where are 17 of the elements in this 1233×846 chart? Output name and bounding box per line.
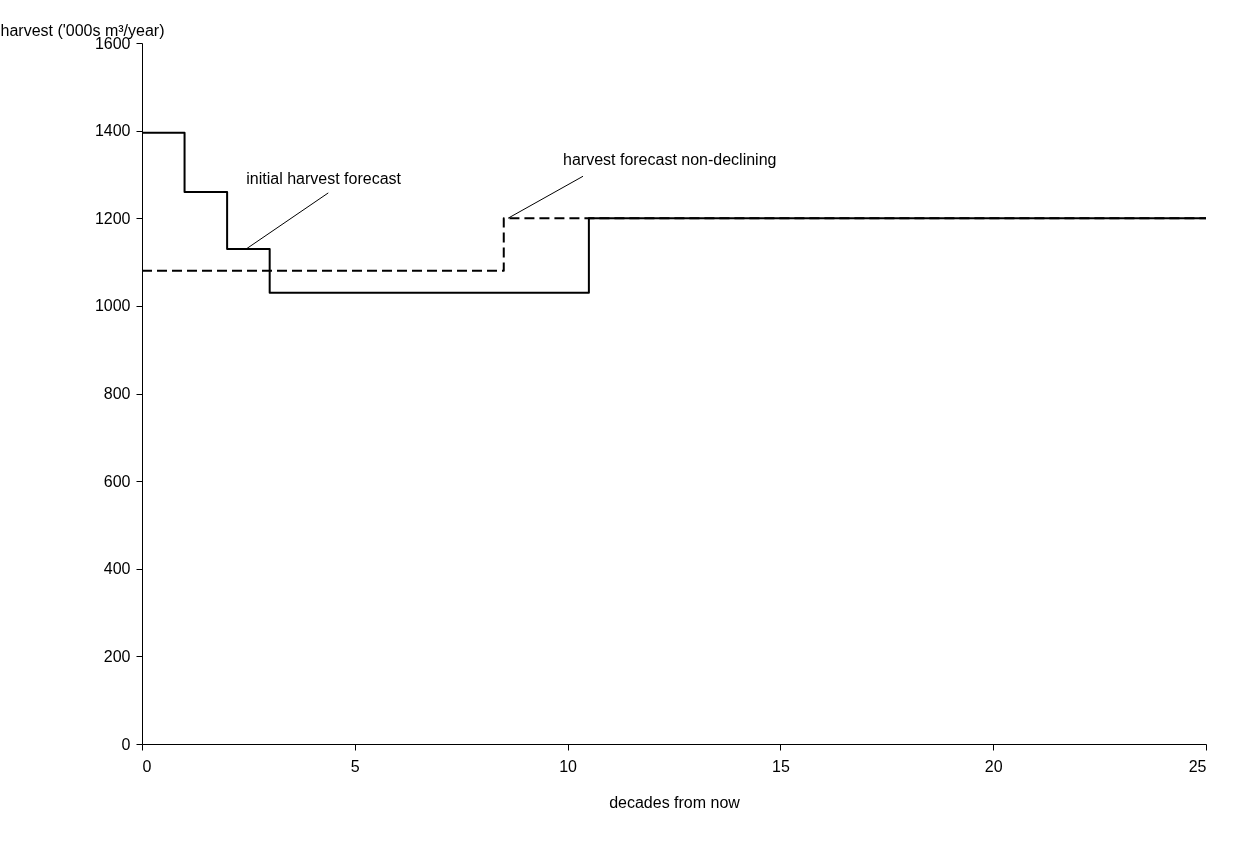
y-tick-label: 1200 (94, 209, 131, 227)
y-tick-label: 1400 (94, 122, 131, 140)
x-tick-label: 25 (1188, 757, 1207, 775)
x-tick-label: 20 (984, 757, 1003, 775)
x-tick-label: 15 (772, 757, 790, 775)
x-axis-title: decades from now (609, 793, 741, 811)
x-tick-label: 5 (350, 757, 360, 775)
y-tick-label: 1000 (94, 297, 131, 315)
annotation: initial harvest forecast (246, 169, 402, 187)
y-tick-label: 400 (103, 560, 131, 578)
x-tick-label: 0 (142, 757, 152, 775)
y-tick-label: 0 (121, 735, 131, 753)
annotation: harvest forecast non-declining (563, 151, 777, 169)
y-tick-label: 200 (103, 647, 131, 665)
x-tick-label: 10 (559, 757, 578, 775)
y-tick-label: 800 (103, 385, 131, 402)
y-tick-label: 600 (103, 472, 131, 490)
